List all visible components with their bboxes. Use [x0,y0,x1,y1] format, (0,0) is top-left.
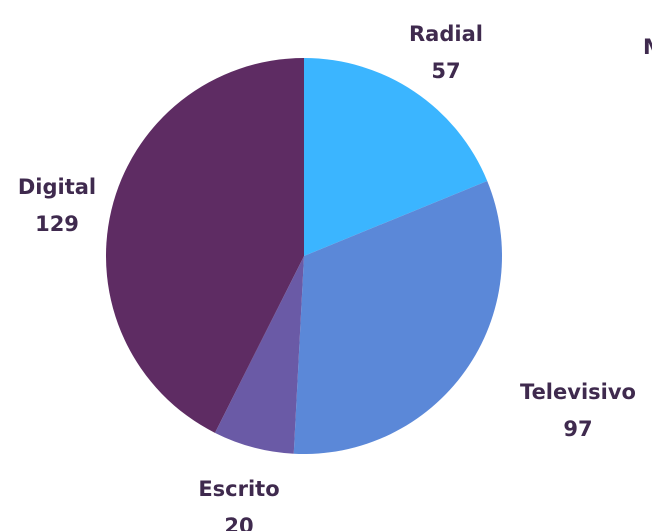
pie-slice-digital [105,58,304,433]
slice-label-televisivo: Televisivo [520,380,636,404]
pie-slices [105,58,502,454]
slice-value-radial: 57 [431,59,460,83]
pie-slice-televisivo [293,180,502,454]
pie-labels: Radial 57 Televisivo 97 Escrito 20 Digital 129 [18,22,636,531]
cropped-label: M [643,35,652,59]
slice-label-escrito: Escrito [198,477,279,501]
slice-value-escrito: 20 [224,514,253,531]
slice-label-radial: Radial [409,22,483,46]
slice-value-televisivo: 97 [563,417,592,441]
pie-slice-escrito [214,256,304,454]
pie-slice-radial [304,58,488,256]
slice-value-digital: 129 [35,212,79,236]
slice-label-digital: Digital [18,175,96,199]
